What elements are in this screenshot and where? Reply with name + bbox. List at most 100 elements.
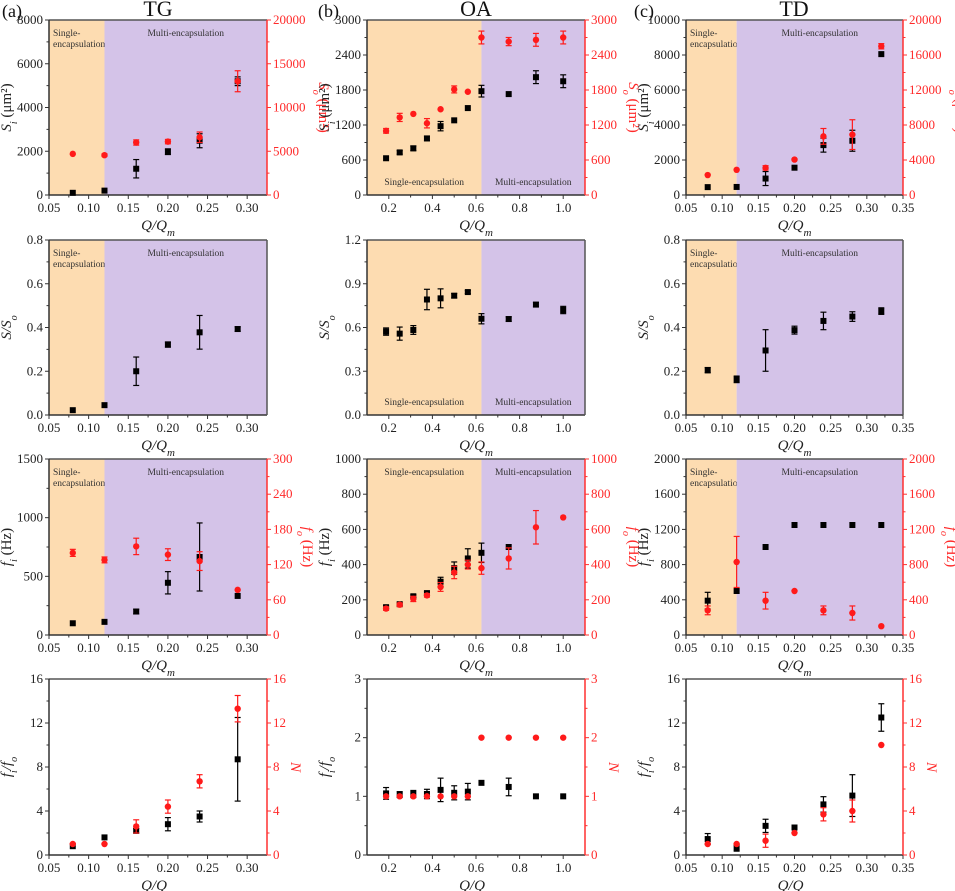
y-tick-label: 3 [355, 671, 362, 686]
y-tick-label: 0 [37, 187, 44, 202]
x-tick-label: 0.15 [747, 640, 770, 655]
x-tick-label: 0.35 [892, 420, 915, 435]
panel-label-a: (a) [2, 1, 22, 22]
column-title-tg: TG [143, 0, 172, 21]
y-tick-label: 8 [37, 759, 44, 774]
data-point-fi [133, 608, 140, 615]
x-tick-label: 0.20 [783, 640, 806, 655]
data-point-fi-fo [234, 756, 241, 763]
x-tick-label: 0.8 [511, 420, 527, 435]
data-point-fo [478, 564, 485, 572]
data-point-So [762, 164, 769, 172]
y-tick-label: 0.6 [345, 320, 362, 335]
data-point-N [704, 840, 711, 848]
y2-tick-label: 0 [909, 627, 916, 642]
region-multi [481, 459, 585, 635]
y-tick-label: 2 [355, 730, 362, 745]
data-point-Si [164, 148, 171, 155]
x-tick-label: 0.10 [711, 200, 734, 215]
x-tick-label: 0.25 [819, 640, 842, 655]
region-label: Single- [690, 29, 717, 39]
y-tick-label: 0 [37, 847, 44, 862]
y-axis-label: fi (Hz) [636, 528, 657, 566]
y2-tick-label: 1 [591, 788, 598, 803]
y2-tick-label: 20000 [909, 12, 942, 27]
data-point-fo [196, 557, 203, 565]
y-axis-label: fi/fo [317, 757, 338, 777]
data-point-S-So [196, 329, 203, 336]
x-tick-label: 0.20 [783, 420, 806, 435]
y2-tick-label: 2400 [591, 47, 617, 62]
y-tick-label: 0 [355, 847, 362, 862]
y-tick-label: 0.6 [27, 276, 44, 291]
x-tick-label: 1.0 [555, 640, 571, 655]
y-tick-label: 600 [342, 152, 362, 167]
data-point-fi-fo [849, 792, 856, 799]
panel-label-c: (c) [634, 1, 654, 22]
y-tick-label: 16 [667, 671, 681, 686]
region-label: Single-encapsulation [384, 468, 464, 478]
x-tick-label: 0.8 [511, 200, 527, 215]
data-point-So [423, 120, 431, 127]
y2-tick-label: 1800 [591, 82, 617, 97]
x-tick-label: 0.35 [892, 860, 915, 875]
data-point-Si [704, 184, 711, 191]
y2-tick-label: 0 [591, 847, 598, 862]
data-point-N [849, 807, 856, 815]
data-point-fo [164, 551, 172, 558]
data-point-fi [878, 522, 885, 528]
data-point-N [733, 840, 740, 848]
y-axis-label: fi/fo [0, 757, 20, 777]
data-point-Si [878, 51, 885, 58]
chart-TD-ratioN: 0.05 0.10 0.15 0.20 0.25 0.30 0.35048121604812… [636, 671, 939, 891]
chart-TG-freq: Single-encapsulation Multi-encapsulation 0… [0, 451, 315, 679]
data-point-fi [478, 549, 485, 556]
y-tick-label: 0.0 [664, 407, 680, 422]
y-tick-label: 1200 [654, 521, 680, 536]
data-point-fi-fo [532, 793, 539, 800]
data-point-N [101, 840, 108, 848]
y-tick-label: 0 [355, 627, 362, 642]
x-tick-label: 0.2 [381, 200, 397, 215]
y-tick-label: 0.8 [27, 232, 43, 247]
y-axis-label: Si (μm²) [636, 83, 657, 131]
data-point-Si [383, 155, 390, 162]
y-tick-label: 8 [674, 759, 681, 774]
y-tick-label: 400 [342, 557, 362, 572]
y2-tick-label: 12 [909, 715, 922, 730]
x-tick-label: 0.8 [511, 860, 527, 875]
data-point-fo [234, 586, 241, 594]
data-point-fi-fo [464, 788, 471, 795]
x-tick-label: 0.30 [236, 860, 259, 875]
x-tick-label: 0.6 [468, 860, 485, 875]
y-tick-label: 4 [674, 803, 681, 818]
x-tick-label: 0.30 [236, 200, 259, 215]
data-point-fi-fo [196, 813, 203, 820]
y-tick-label: 6000 [17, 56, 43, 71]
data-point-So [560, 34, 567, 41]
data-point-Si [560, 78, 567, 85]
data-point-N [762, 837, 769, 844]
data-point-N [532, 734, 540, 741]
data-point-So [820, 133, 827, 140]
x-tick-label: 0.2 [381, 420, 397, 435]
data-point-S-So [69, 407, 76, 414]
data-point-Si [532, 74, 539, 81]
y2-tick-label: 8 [273, 759, 280, 774]
y2-tick-label: 12 [273, 715, 286, 730]
x-tick-label: 0.05 [38, 200, 61, 215]
x-tick-label: 0.25 [196, 860, 219, 875]
data-point-S-So [437, 295, 444, 302]
x-tick-label: 0.05 [675, 860, 698, 875]
y-tick-label: 800 [661, 557, 681, 572]
y-axis-label: fi/fo [636, 757, 657, 777]
x-tick-label: 0.05 [38, 420, 61, 435]
x-tick-label: 0.2 [381, 640, 397, 655]
data-point-fi [234, 592, 241, 599]
y-tick-label: 4000 [654, 117, 680, 132]
data-point-So [234, 78, 241, 85]
y-tick-label: 1500 [17, 451, 43, 466]
data-point-fi [464, 555, 471, 562]
chart-OA-ratioN: 0.2 0.4 0.6 0.8 1.0 0 1 2 3 0 1 2 3 Q/Qm fi/fo N [317, 671, 621, 891]
